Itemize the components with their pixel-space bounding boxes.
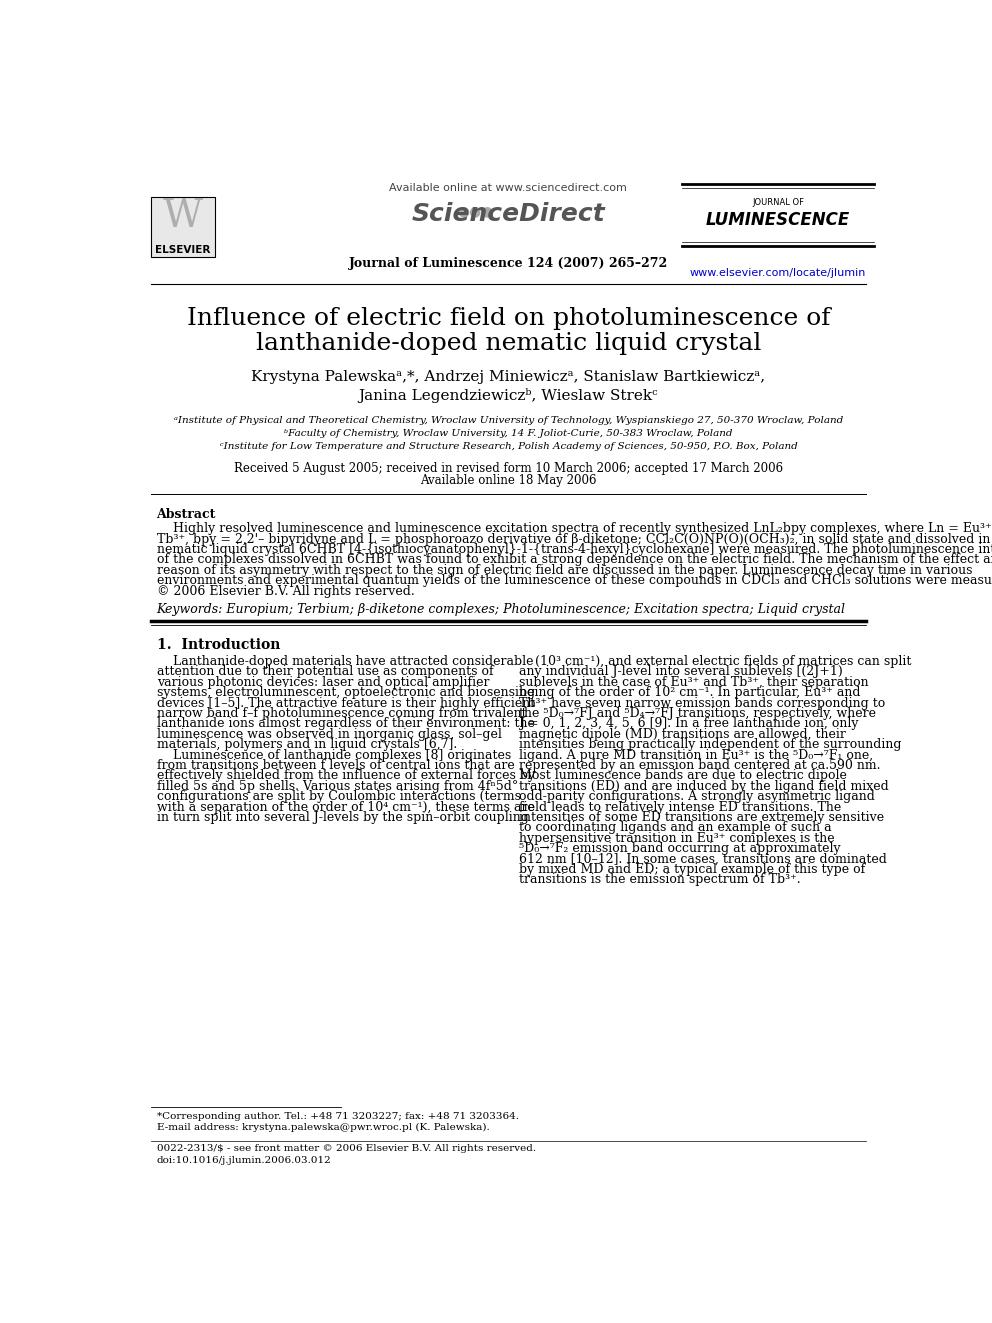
Text: Journal of Luminescence 124 (2007) 265–272: Journal of Luminescence 124 (2007) 265–2… <box>349 257 668 270</box>
Text: being of the order of 10² cm⁻¹. In particular, Eu³⁺ and: being of the order of 10² cm⁻¹. In parti… <box>519 687 861 700</box>
Text: W: W <box>163 198 203 235</box>
Text: Tb³⁺, bpy = 2,2'– bipyridyne and L = phosphoroazo derivative of β-diketone; CCl₂: Tb³⁺, bpy = 2,2'– bipyridyne and L = pho… <box>157 533 990 545</box>
Bar <box>151 197 214 257</box>
Text: materials, polymers and in liquid crystals [6,7].: materials, polymers and in liquid crysta… <box>157 738 456 751</box>
Text: filled 5s and 5p shells. Various states arising from 4fⁿ5d°: filled 5s and 5p shells. Various states … <box>157 779 518 792</box>
Text: environments and experimental quantum yields of the luminescence of these compou: environments and experimental quantum yi… <box>157 574 992 587</box>
Text: odd-parity configurations. A strongly asymmetric ligand: odd-parity configurations. A strongly as… <box>519 790 875 803</box>
Text: doi:10.1016/j.jlumin.2006.03.012: doi:10.1016/j.jlumin.2006.03.012 <box>157 1156 331 1166</box>
Text: Janina Legendziewiczᵇ, Wieslaw Strekᶜ: Janina Legendziewiczᵇ, Wieslaw Strekᶜ <box>359 389 658 404</box>
Text: Received 5 August 2005; received in revised form 10 March 2006; accepted 17 Marc: Received 5 August 2005; received in revi… <box>234 462 783 475</box>
Text: devices [1–5]. The attractive feature is their highly efficient: devices [1–5]. The attractive feature is… <box>157 697 535 709</box>
Text: www.elsevier.com/locate/jlumin: www.elsevier.com/locate/jlumin <box>689 267 866 278</box>
Text: 1.  Introduction: 1. Introduction <box>157 638 280 652</box>
Text: ELSEVIER: ELSEVIER <box>155 245 210 254</box>
Text: ᶜInstitute for Low Temperature and Structure Research, Polish Academy of Science: ᶜInstitute for Low Temperature and Struc… <box>219 442 798 451</box>
Text: from transitions between f levels of central ions that are: from transitions between f levels of cen… <box>157 759 514 773</box>
Text: by mixed MD and ED; a typical example of this type of: by mixed MD and ED; a typical example of… <box>519 863 865 876</box>
Text: lanthanide-doped nematic liquid crystal: lanthanide-doped nematic liquid crystal <box>256 332 761 355</box>
Text: ligand. A pure MD transition in Eu³⁺ is the ⁵D₀→⁷F₁ one,: ligand. A pure MD transition in Eu³⁺ is … <box>519 749 873 762</box>
Text: JOURNAL OF: JOURNAL OF <box>752 198 805 208</box>
Text: transitions is the emission spectrum of Tb³⁺.: transitions is the emission spectrum of … <box>519 873 801 886</box>
Text: Highly resolved luminescence and luminescence excitation spectra of recently syn: Highly resolved luminescence and lumines… <box>157 523 992 536</box>
Text: lanthanide ions almost regardless of their environment: the: lanthanide ions almost regardless of the… <box>157 717 535 730</box>
Text: reason of its asymmetry with respect to the sign of electric field are discussed: reason of its asymmetry with respect to … <box>157 564 972 577</box>
Text: Lanthanide-doped materials have attracted considerable: Lanthanide-doped materials have attracte… <box>157 655 533 668</box>
Text: narrow band f–f photoluminescence coming from trivalent: narrow band f–f photoluminescence coming… <box>157 706 526 720</box>
Text: ●●●: ●●● <box>457 204 494 218</box>
Text: (10³ cm⁻¹), and external electric fields of matrices can split: (10³ cm⁻¹), and external electric fields… <box>519 655 912 668</box>
Text: 0022-2313/$ - see front matter © 2006 Elsevier B.V. All rights reserved.: 0022-2313/$ - see front matter © 2006 El… <box>157 1144 536 1154</box>
Text: any individual J-level into several sublevels [(2J+1): any individual J-level into several subl… <box>519 665 843 679</box>
Text: the ⁵D₀→⁷FJ and ⁵D₄→⁷FJ transitions, respectively, where: the ⁵D₀→⁷FJ and ⁵D₄→⁷FJ transitions, res… <box>519 706 876 720</box>
Text: ScienceDirect: ScienceDirect <box>412 202 605 226</box>
Text: Available online at www.sciencedirect.com: Available online at www.sciencedirect.co… <box>390 184 627 193</box>
Text: Tb³⁺ have seven narrow emission bands corresponding to: Tb³⁺ have seven narrow emission bands co… <box>519 697 886 709</box>
Text: configurations are split by Coulombic interactions (terms: configurations are split by Coulombic in… <box>157 790 521 803</box>
Text: systems, electroluminescent, optoelectronic and biosensing: systems, electroluminescent, optoelectro… <box>157 687 535 700</box>
Text: with a separation of the order of 10⁴ cm⁻¹), these terms are: with a separation of the order of 10⁴ cm… <box>157 800 535 814</box>
Text: transitions (ED) and are induced by the ligand field mixed: transitions (ED) and are induced by the … <box>519 779 889 792</box>
Text: intensities of some ED transitions are extremely sensitive: intensities of some ED transitions are e… <box>519 811 885 824</box>
Text: nematic liquid crystal 6CHBT [4-{isothiocyanatophenyl}-1-{trans-4-hexyl}cyclohex: nematic liquid crystal 6CHBT [4-{isothio… <box>157 542 992 556</box>
Text: Krystyna Palewskaᵃ,*, Andrzej Miniewiczᵃ, Stanislaw Bartkiewiczᵃ,: Krystyna Palewskaᵃ,*, Andrzej Miniewiczᵃ… <box>251 370 766 385</box>
Text: *Corresponding author. Tel.: +48 71 3203227; fax: +48 71 3203364.: *Corresponding author. Tel.: +48 71 3203… <box>157 1113 519 1121</box>
Text: ᵃInstitute of Physical and Theoretical Chemistry, Wroclaw University of Technolo: ᵃInstitute of Physical and Theoretical C… <box>174 415 843 425</box>
Text: effectively shielded from the influence of external forces by: effectively shielded from the influence … <box>157 770 535 782</box>
Text: various photonic devices: laser and optical amplifier: various photonic devices: laser and opti… <box>157 676 489 689</box>
Text: LUMINESCENCE: LUMINESCENCE <box>706 212 850 229</box>
Text: Abstract: Abstract <box>157 508 216 521</box>
Text: E-mail address: krystyna.palewska@pwr.wroc.pl (K. Palewska).: E-mail address: krystyna.palewska@pwr.wr… <box>157 1123 489 1132</box>
Text: represented by an emission band centered at ca.590 nm.: represented by an emission band centered… <box>519 759 881 773</box>
Text: © 2006 Elsevier B.V. All rights reserved.: © 2006 Elsevier B.V. All rights reserved… <box>157 585 415 598</box>
Text: hypersensitive transition in Eu³⁺ complexes is the: hypersensitive transition in Eu³⁺ comple… <box>519 832 835 845</box>
Text: sublevels in the case of Eu³⁺ and Tb³⁺, their separation: sublevels in the case of Eu³⁺ and Tb³⁺, … <box>519 676 869 689</box>
Text: Keywords: Europium; Terbium; β-diketone complexes; Photoluminescence; Excitation: Keywords: Europium; Terbium; β-diketone … <box>157 603 845 615</box>
Text: magnetic dipole (MD) transitions are allowed, their: magnetic dipole (MD) transitions are all… <box>519 728 846 741</box>
Text: 612 nm [10–12]. In some cases, transitions are dominated: 612 nm [10–12]. In some cases, transitio… <box>519 852 887 865</box>
Text: to coordinating ligands and an example of such a: to coordinating ligands and an example o… <box>519 822 832 835</box>
Text: luminescence was observed in inorganic glass, sol–gel: luminescence was observed in inorganic g… <box>157 728 501 741</box>
Text: attention due to their potential use as components of: attention due to their potential use as … <box>157 665 493 679</box>
Text: intensities being practically independent of the surrounding: intensities being practically independen… <box>519 738 902 751</box>
Text: J = 0, 1, 2, 3, 4, 5, 6 [9]. In a free lanthanide ion, only: J = 0, 1, 2, 3, 4, 5, 6 [9]. In a free l… <box>519 717 859 730</box>
Text: ᵇFaculty of Chemistry, Wroclaw University, 14 F. Joliot-Curie, 50-383 Wroclaw, P: ᵇFaculty of Chemistry, Wroclaw Universit… <box>284 429 733 438</box>
Text: Influence of electric field on photoluminescence of: Influence of electric field on photolumi… <box>186 307 830 329</box>
Text: ⁵D₀→⁷F₂ emission band occurring at approximately: ⁵D₀→⁷F₂ emission band occurring at appro… <box>519 843 841 855</box>
Text: in turn split into several J-levels by the spin–orbit coupling: in turn split into several J-levels by t… <box>157 811 529 824</box>
Text: Available online 18 May 2006: Available online 18 May 2006 <box>421 474 596 487</box>
Text: Most luminescence bands are due to electric dipole: Most luminescence bands are due to elect… <box>519 770 847 782</box>
Text: of the complexes dissolved in 6CHBT was found to exhibit a strong dependence on : of the complexes dissolved in 6CHBT was … <box>157 553 992 566</box>
Text: field leads to relatively intense ED transitions. The: field leads to relatively intense ED tra… <box>519 800 841 814</box>
Text: Luminescence of lanthanide complexes [8] originates: Luminescence of lanthanide complexes [8]… <box>157 749 511 762</box>
